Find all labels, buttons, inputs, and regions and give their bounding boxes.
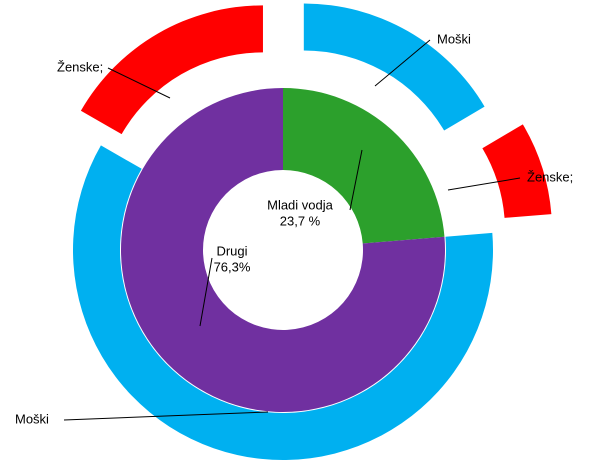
outer-label: Ženske; (57, 59, 103, 74)
inner-label: Drugi (216, 243, 247, 258)
outer-label: Moški (15, 411, 49, 426)
inner-value-label: 23,7 % (280, 213, 321, 228)
outer-label: Moški (437, 31, 471, 46)
outer-slice (482, 124, 552, 218)
outer-label: Ženske; (527, 169, 573, 184)
inner-slice (283, 88, 445, 244)
inner-value-label: 76,3% (214, 259, 251, 274)
leader-line (447, 177, 521, 191)
leader-line (107, 67, 171, 99)
outer-slice (80, 5, 263, 135)
outer-slice (303, 3, 485, 131)
leader-line (374, 39, 431, 87)
inner-slice (120, 88, 446, 412)
leader-line (63, 411, 269, 421)
leader-line (349, 149, 363, 211)
inner-label: Mladi vodja (267, 197, 334, 212)
outer-slice (72, 145, 493, 460)
leader-line (199, 257, 213, 327)
